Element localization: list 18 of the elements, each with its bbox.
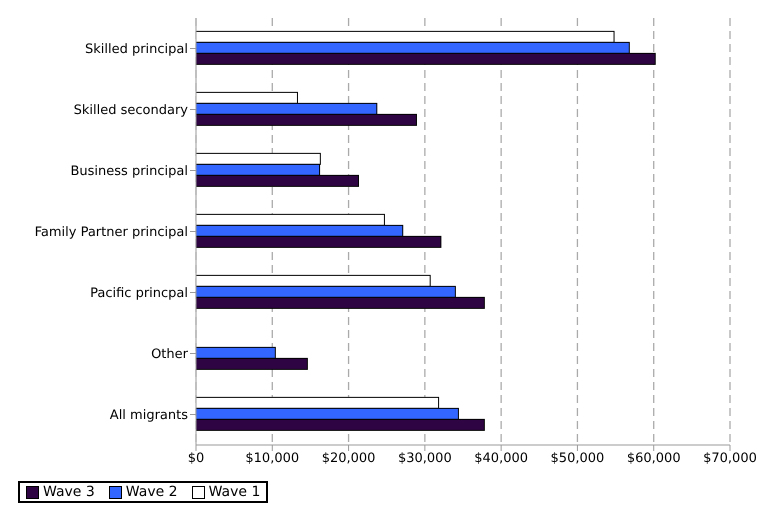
y-tick-label: Skilled principal <box>84 42 188 58</box>
x-tick-label: $60,000 <box>626 451 681 466</box>
y-tick-label: Other <box>151 347 189 362</box>
y-tick-label: Pacific princpal <box>90 286 188 302</box>
x-tick-label: $40,000 <box>474 451 528 466</box>
x-tick-label: $10,000 <box>245 451 300 466</box>
legend-label: Wave 3 <box>42 484 95 500</box>
y-tick-label: Family Partner principal <box>34 225 188 240</box>
x-tick-label: $50,000 <box>550 451 604 466</box>
y-tick-label: Skilled secondary <box>74 103 188 118</box>
y-tick-label: Business principal <box>70 164 188 180</box>
x-tick-label: $20,000 <box>322 451 376 466</box>
y-tick-label: All migrants <box>110 408 188 424</box>
x-tick-label: $70,000 <box>703 451 757 466</box>
legend-label: Wave 2 <box>124 484 178 500</box>
x-tick-label: $30,000 <box>398 451 452 466</box>
x-tick-label: $0 <box>188 451 204 466</box>
legend-label: Wave 1 <box>208 484 260 500</box>
